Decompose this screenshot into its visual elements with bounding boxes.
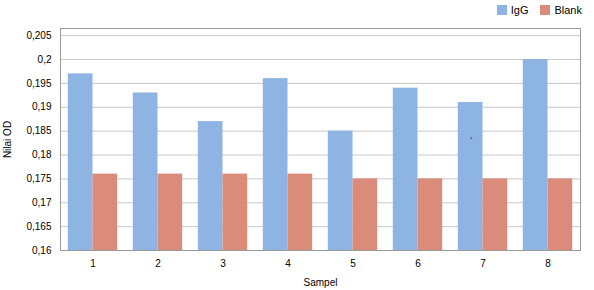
- svg-text:4: 4: [285, 258, 291, 269]
- svg-text:0,175: 0,175: [26, 173, 51, 184]
- svg-text:Sampel: Sampel: [304, 277, 338, 288]
- svg-text:0,16: 0,16: [32, 245, 52, 256]
- svg-text:·: ·: [469, 129, 474, 145]
- svg-text:0,18: 0,18: [32, 149, 52, 160]
- svg-text:6: 6: [415, 258, 421, 269]
- svg-text:0,195: 0,195: [26, 78, 51, 89]
- html-text:IgG: IgG: [510, 4, 529, 16]
- html-text:Blank: Blank: [554, 4, 582, 16]
- svg-text:5: 5: [350, 258, 356, 269]
- svg-text:0,185: 0,185: [26, 125, 51, 136]
- svg-text:3: 3: [220, 258, 226, 269]
- svg-text:Nilai OD: Nilai OD: [2, 121, 13, 158]
- svg-text:7: 7: [480, 258, 486, 269]
- svg-text:0,19: 0,19: [32, 101, 52, 112]
- svg-text:2: 2: [155, 258, 161, 269]
- svg-text:8: 8: [545, 258, 551, 269]
- svg-text:0,165: 0,165: [26, 221, 51, 232]
- svg-text:0,205: 0,205: [26, 30, 51, 41]
- svg-text:0,17: 0,17: [32, 197, 52, 208]
- svg-text:1: 1: [90, 258, 96, 269]
- svg-text:0,2: 0,2: [38, 54, 52, 65]
